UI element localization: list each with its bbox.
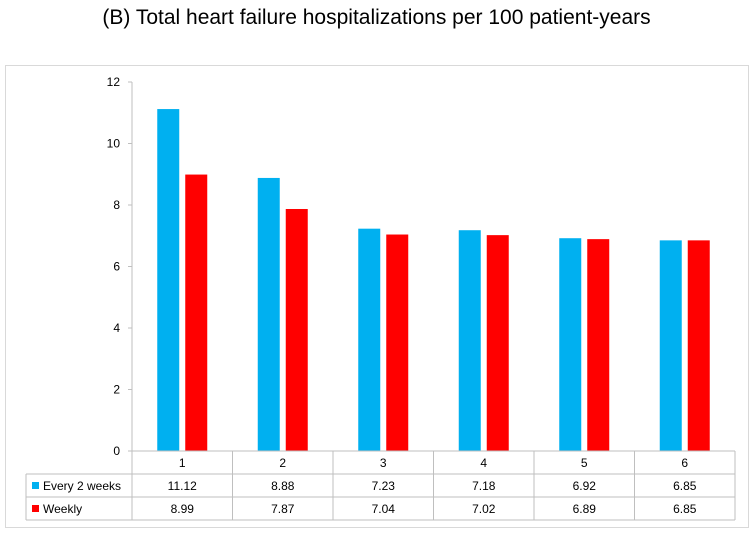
x-tick-label: 3 xyxy=(380,456,387,470)
bar-weekly xyxy=(185,174,208,451)
bar-weekly xyxy=(687,240,710,451)
data-label: 8.99 xyxy=(171,502,195,516)
plot-frame xyxy=(5,65,749,528)
bar-every-2-weeks xyxy=(358,228,381,451)
x-tick-label: 1 xyxy=(179,456,186,470)
bar-weekly xyxy=(486,235,509,451)
data-label: 7.02 xyxy=(472,502,496,516)
bar-weekly xyxy=(386,234,409,451)
data-label: 7.18 xyxy=(472,479,496,493)
bar-every-2-weeks xyxy=(458,230,481,451)
data-label: 7.23 xyxy=(372,479,396,493)
bar-every-2-weeks xyxy=(157,109,180,451)
bar-every-2-weeks xyxy=(659,240,682,451)
data-label: 7.04 xyxy=(372,502,396,516)
y-tick-label: 4 xyxy=(113,321,120,335)
bar-every-2-weeks xyxy=(257,177,280,451)
x-tick-label: 4 xyxy=(480,456,487,470)
legend-swatch xyxy=(32,505,39,512)
bar-weekly xyxy=(285,208,308,451)
bar-weekly xyxy=(587,239,610,451)
chart-title: (B) Total heart failure hospitalizations… xyxy=(102,6,651,29)
x-tick-label: 5 xyxy=(581,456,588,470)
data-label: 8.88 xyxy=(271,479,295,493)
y-tick-label: 10 xyxy=(107,137,121,151)
data-label: 6.89 xyxy=(573,502,597,516)
y-tick-label: 8 xyxy=(113,198,120,212)
legend-label: Weekly xyxy=(43,502,82,516)
data-label: 6.92 xyxy=(573,479,597,493)
data-label: 6.85 xyxy=(673,479,697,493)
data-label: 11.12 xyxy=(168,479,197,493)
y-tick-label: 0 xyxy=(113,444,120,458)
legend-swatch xyxy=(32,482,39,489)
legend-label: Every 2 weeks xyxy=(43,479,121,493)
data-label: 7.87 xyxy=(271,502,295,516)
y-tick-label: 6 xyxy=(113,260,120,274)
x-tick-label: 2 xyxy=(279,456,286,470)
bar-every-2-weeks xyxy=(559,238,582,451)
x-tick-label: 6 xyxy=(681,456,688,470)
y-tick-label: 2 xyxy=(113,383,120,397)
y-tick-label: 12 xyxy=(107,75,121,89)
data-label: 6.85 xyxy=(673,502,697,516)
